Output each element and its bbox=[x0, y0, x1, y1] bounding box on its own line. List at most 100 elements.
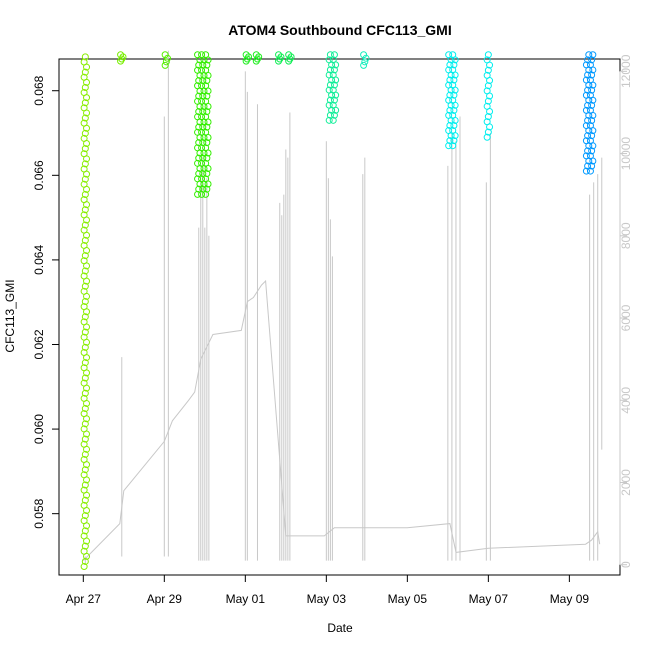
y-tick-label: 0.058 bbox=[32, 498, 46, 528]
chart-title: ATOM4 Southbound CFC113_GMI bbox=[228, 22, 452, 38]
data-point bbox=[445, 81, 453, 89]
data-point bbox=[81, 435, 89, 443]
data-point bbox=[80, 257, 88, 265]
data-point bbox=[80, 150, 88, 158]
data-point bbox=[277, 53, 285, 61]
data-point bbox=[589, 51, 597, 59]
data-point bbox=[80, 287, 88, 295]
data-point bbox=[446, 121, 454, 129]
altitude-trace bbox=[82, 50, 603, 565]
data-point bbox=[202, 51, 210, 59]
data-point bbox=[582, 91, 590, 99]
data-point bbox=[329, 86, 337, 94]
data-point bbox=[195, 92, 203, 100]
y-tick-label: 0.062 bbox=[32, 329, 46, 359]
data-point bbox=[326, 81, 334, 89]
data-point bbox=[584, 117, 592, 125]
data-point bbox=[329, 56, 337, 64]
data-point bbox=[194, 190, 202, 198]
data-point bbox=[287, 53, 295, 61]
data-point bbox=[588, 147, 596, 155]
data-point bbox=[446, 106, 454, 114]
data-point bbox=[198, 97, 206, 105]
data-point bbox=[484, 82, 492, 90]
data-points bbox=[80, 51, 597, 571]
data-point bbox=[195, 108, 203, 116]
point-cluster-0 bbox=[80, 53, 91, 571]
data-point bbox=[242, 51, 250, 59]
data-point bbox=[81, 542, 89, 550]
data-point bbox=[202, 175, 210, 183]
data-point bbox=[80, 364, 88, 372]
data-point bbox=[198, 128, 206, 136]
data-point bbox=[81, 236, 89, 244]
data-point bbox=[194, 82, 202, 90]
data-point bbox=[81, 99, 89, 107]
data-point bbox=[588, 101, 596, 109]
data-point bbox=[80, 501, 88, 509]
data-point bbox=[483, 102, 491, 110]
data-point bbox=[81, 298, 89, 306]
data-point bbox=[484, 113, 492, 121]
data-point bbox=[194, 113, 202, 121]
point-cluster-3 bbox=[194, 51, 212, 198]
data-point bbox=[202, 82, 210, 90]
x-axis-label: Date bbox=[327, 621, 353, 635]
data-point bbox=[361, 58, 369, 66]
data-point bbox=[198, 51, 206, 59]
data-point bbox=[194, 51, 202, 59]
data-point bbox=[445, 142, 453, 150]
data-point bbox=[80, 104, 88, 112]
data-point bbox=[117, 51, 125, 59]
data-point bbox=[255, 53, 263, 61]
data-point bbox=[202, 190, 210, 198]
data-point bbox=[81, 114, 89, 122]
data-point bbox=[194, 144, 202, 152]
data-point bbox=[81, 252, 89, 260]
data-point bbox=[202, 144, 210, 152]
data-point bbox=[483, 133, 491, 141]
x-tick-label: May 09 bbox=[550, 592, 590, 606]
data-point bbox=[588, 86, 596, 94]
data-point bbox=[81, 313, 89, 321]
data-point bbox=[80, 89, 88, 97]
data-point bbox=[202, 159, 210, 167]
data-point bbox=[445, 96, 453, 104]
data-point bbox=[586, 152, 594, 160]
data-point bbox=[325, 116, 333, 124]
data-point bbox=[81, 83, 89, 91]
data-point bbox=[483, 118, 491, 126]
data-point bbox=[586, 91, 594, 99]
data-point bbox=[483, 71, 491, 79]
data-point bbox=[584, 101, 592, 109]
y-axis: 0.058 0.060 0.062 0.064 0.066 0.068 bbox=[32, 75, 60, 529]
data-point bbox=[195, 185, 203, 193]
right-tick-label: 0 bbox=[619, 561, 633, 568]
y-axis-label: CFC113_GMI bbox=[3, 279, 17, 352]
data-point bbox=[586, 137, 594, 145]
data-point bbox=[484, 97, 492, 105]
data-point bbox=[81, 405, 89, 413]
data-point bbox=[81, 557, 89, 565]
x-tick-label: Apr 29 bbox=[147, 592, 183, 606]
data-point bbox=[582, 106, 590, 114]
data-point bbox=[582, 76, 590, 84]
data-point bbox=[164, 54, 172, 62]
data-point bbox=[81, 359, 89, 367]
data-point bbox=[245, 53, 253, 61]
data-point bbox=[449, 142, 457, 150]
data-point bbox=[252, 51, 260, 59]
data-point bbox=[360, 61, 368, 69]
data-point bbox=[81, 481, 89, 489]
data-point bbox=[582, 137, 590, 145]
right-tick-label: 10000 bbox=[619, 137, 633, 171]
data-point bbox=[446, 76, 454, 84]
data-point bbox=[449, 81, 457, 89]
data-point bbox=[203, 154, 211, 162]
data-point bbox=[199, 108, 207, 116]
data-point bbox=[80, 440, 88, 448]
data-point bbox=[194, 97, 202, 105]
data-point bbox=[80, 73, 88, 81]
